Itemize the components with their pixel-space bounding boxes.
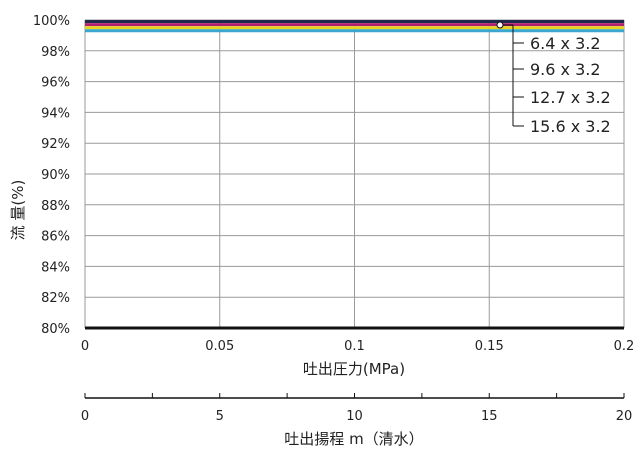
- legend-marker: [496, 21, 504, 29]
- x-tick-label: 0.15: [475, 339, 504, 354]
- y-tick-label: 88%: [41, 199, 70, 214]
- legend-label: 12.7 x 3.2: [530, 88, 611, 107]
- legend-label: 6.4 x 3.2: [530, 34, 601, 53]
- y-tick-label: 80%: [41, 322, 70, 337]
- secondary-axis: 0 5 10 15 20: [81, 393, 632, 424]
- secondary-tick-label: 5: [216, 409, 224, 424]
- x-tick-label: 0.05: [205, 339, 234, 354]
- y-axis-title: 流 量(%): [9, 180, 27, 241]
- secondary-tick-label: 10: [346, 409, 363, 424]
- y-tick-label: 86%: [41, 230, 70, 245]
- legend: 6.4 x 3.2 9.6 x 3.2 12.7 x 3.2 15.6 x 3.2: [496, 21, 611, 136]
- y-tick-label: 96%: [41, 76, 70, 91]
- legend-label: 15.6 x 3.2: [530, 117, 611, 136]
- x-tick-label: 0: [81, 339, 89, 354]
- y-tick-label: 94%: [41, 106, 70, 121]
- secondary-tick-label: 0: [81, 409, 89, 424]
- grid: [84, 19, 625, 329]
- y-tick-label: 90%: [41, 168, 70, 183]
- y-tick-label: 98%: [41, 45, 70, 60]
- series-lines: [85, 20, 624, 33]
- legend-label: 9.6 x 3.2: [530, 60, 601, 79]
- y-tick-label: 92%: [41, 137, 70, 152]
- x-tick-label: 0.2: [614, 339, 635, 354]
- x-axis-title: 吐出圧力(MPa): [303, 360, 405, 378]
- y-tick-label: 82%: [41, 291, 70, 306]
- secondary-tick-label: 20: [616, 409, 633, 424]
- x-tick-label: 0.1: [344, 339, 365, 354]
- y-tick-label: 84%: [41, 260, 70, 275]
- tick-labels: 80% 82% 84% 86% 88% 90% 92% 94% 96% 98% 100% 0 0.05 0…: [33, 14, 635, 354]
- secondary-axis-title: 吐出揚程 m（清水）: [284, 430, 423, 448]
- secondary-tick-label: 15: [481, 409, 498, 424]
- y-tick-label: 100%: [33, 14, 70, 29]
